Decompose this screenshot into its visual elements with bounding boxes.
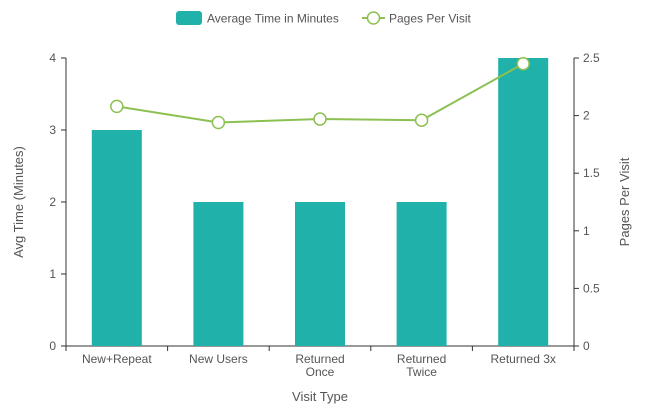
- line-point[interactable]: [313, 112, 327, 126]
- x-tick-label: Once: [306, 365, 335, 379]
- line-point[interactable]: [110, 99, 124, 114]
- bar[interactable]: [295, 202, 345, 346]
- right-y-axis-title: Pages Per Visit: [617, 157, 632, 246]
- legend-bar-swatch: [176, 11, 202, 25]
- line-point[interactable]: [516, 57, 530, 71]
- legend-line-marker: [366, 11, 381, 25]
- right-y-tick-label: 2: [583, 109, 590, 123]
- right-y-ticks: 0 0.5 1 1.5 2 2.5: [574, 51, 600, 353]
- bar[interactable]: [498, 58, 549, 346]
- left-y-tick-label: 1: [49, 267, 56, 281]
- x-tick-label: New Users: [189, 352, 248, 366]
- left-y-tick-label: 4: [49, 51, 56, 65]
- legend-item-line[interactable]: Pages Per Visit: [362, 11, 471, 26]
- x-tick-label: New+Repeat: [82, 352, 152, 366]
- line-point[interactable]: [414, 113, 429, 127]
- line-series: [110, 57, 530, 130]
- left-y-tick-label: 2: [49, 195, 56, 209]
- legend: Average Time in Minutes Pages Per Visit: [176, 11, 471, 26]
- legend-line-label: Pages Per Visit: [389, 12, 471, 26]
- x-tick-label: Returned: [295, 352, 344, 366]
- bar[interactable]: [91, 130, 142, 346]
- left-y-tick-label: 3: [49, 123, 56, 137]
- x-tick-label: Twice: [406, 365, 437, 379]
- x-tick-label: Returned: [397, 352, 446, 366]
- right-y-tick-label: 0.5: [583, 281, 600, 295]
- x-tick-label: Returned 3x: [491, 352, 556, 366]
- bar[interactable]: [396, 202, 447, 346]
- left-y-tick-label: 0: [49, 339, 56, 353]
- line-point[interactable]: [211, 115, 226, 130]
- x-axis-title: Visit Type: [292, 389, 348, 404]
- left-y-axis-title: Avg Time (Minutes): [11, 146, 26, 258]
- x-tick-labels: New+Repeat New Users ReturnedOnceReturnedT…: [65, 346, 575, 379]
- bar-series: [91, 58, 549, 346]
- right-y-tick-label: 0: [583, 339, 590, 353]
- legend-item-bar[interactable]: Average Time in Minutes: [176, 11, 339, 26]
- legend-bar-label: Average Time in Minutes: [207, 12, 339, 26]
- right-y-tick-label: 2.5: [583, 51, 600, 65]
- left-y-ticks: 0 1 2 3 4: [49, 51, 66, 353]
- right-y-tick-label: 1: [583, 224, 590, 238]
- bar[interactable]: [193, 202, 244, 346]
- right-y-tick-label: 1.5: [583, 166, 600, 180]
